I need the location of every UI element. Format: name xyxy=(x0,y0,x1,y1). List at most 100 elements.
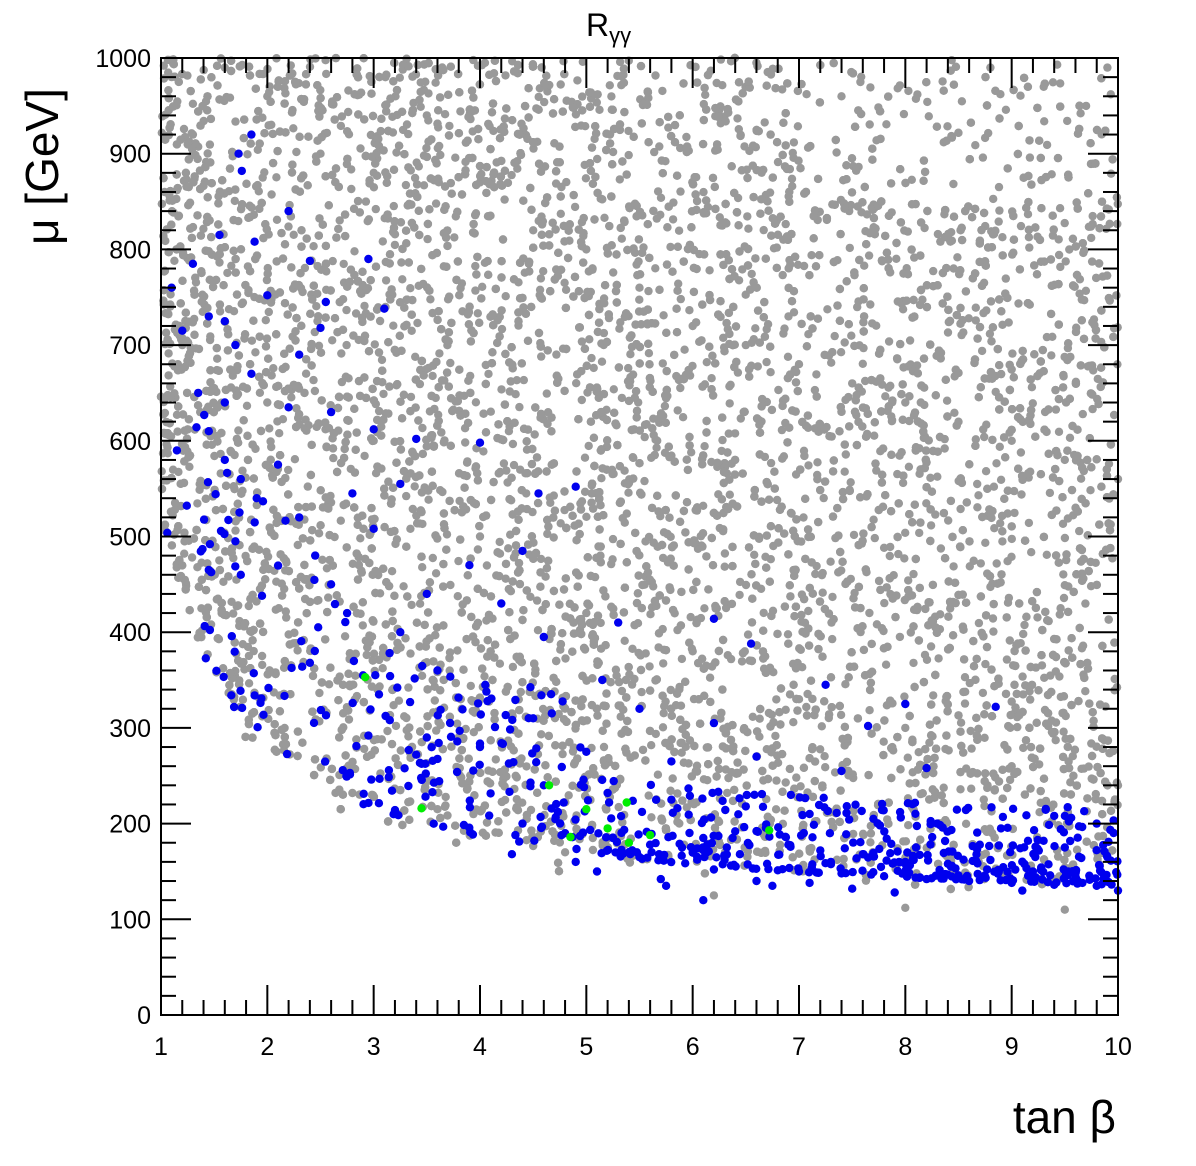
grey-point xyxy=(989,194,998,204)
grey-point xyxy=(1087,233,1096,243)
grey-point xyxy=(584,441,593,451)
grey-point xyxy=(885,551,894,561)
grey-point xyxy=(168,465,178,474)
grey-point xyxy=(406,524,415,533)
grey-point xyxy=(408,504,417,514)
grey-point xyxy=(763,320,773,329)
grey-point xyxy=(1024,233,1034,242)
grey-point xyxy=(971,435,980,444)
grey-point xyxy=(227,597,236,606)
grey-point xyxy=(278,415,288,424)
grey-point xyxy=(310,386,320,396)
grey-point xyxy=(1059,727,1068,736)
grey-point xyxy=(879,737,888,746)
grey-point xyxy=(281,607,290,616)
grey-point xyxy=(261,316,270,325)
grey-point xyxy=(173,427,182,436)
grey-point xyxy=(244,651,254,661)
grey-point xyxy=(428,371,437,381)
grey-point xyxy=(1027,383,1037,392)
grey-point xyxy=(549,491,558,500)
grey-point xyxy=(471,286,480,295)
grey-point xyxy=(450,233,459,242)
grey-point xyxy=(781,778,790,787)
grey-point xyxy=(797,610,806,620)
grey-point xyxy=(244,679,254,688)
grey-point xyxy=(836,348,846,357)
grey-point xyxy=(974,491,983,500)
grey-point xyxy=(946,604,955,613)
grey-point xyxy=(981,538,990,547)
grey-point xyxy=(1059,570,1068,579)
grey-point xyxy=(560,848,570,857)
grey-point xyxy=(620,636,629,645)
grey-point xyxy=(360,451,369,461)
grey-point xyxy=(556,80,565,89)
grey-point xyxy=(994,217,1003,226)
grey-point xyxy=(164,68,173,77)
grey-point xyxy=(267,190,276,199)
grey-point xyxy=(1059,593,1069,603)
grey-point xyxy=(1004,593,1014,603)
grey-point xyxy=(866,829,876,838)
grey-point xyxy=(561,654,570,663)
grey-point xyxy=(170,256,179,265)
grey-point xyxy=(926,521,936,530)
grey-point xyxy=(570,202,580,212)
grey-point xyxy=(840,338,849,347)
grey-point xyxy=(615,57,625,67)
grey-point xyxy=(337,349,346,358)
grey-point xyxy=(257,651,267,661)
grey-point xyxy=(839,854,848,864)
grey-point xyxy=(934,654,943,663)
grey-point xyxy=(339,259,348,269)
grey-point xyxy=(866,300,875,309)
grey-point xyxy=(280,77,290,86)
grey-point xyxy=(678,413,688,422)
grey-point xyxy=(659,311,668,320)
grey-point xyxy=(841,450,850,459)
grey-point xyxy=(981,467,991,476)
grey-point xyxy=(1013,722,1022,732)
grey-point xyxy=(344,715,354,724)
grey-point xyxy=(699,775,709,784)
grey-point xyxy=(914,748,923,757)
grey-point xyxy=(660,401,670,411)
grey-point xyxy=(810,385,820,395)
grey-point xyxy=(478,282,487,291)
grey-point xyxy=(265,424,274,433)
grey-point xyxy=(837,92,846,101)
grey-point xyxy=(624,150,633,160)
grey-point xyxy=(430,696,439,705)
grey-point xyxy=(1075,289,1084,298)
grey-point xyxy=(423,234,432,244)
grey-point xyxy=(926,473,935,482)
grey-point xyxy=(799,513,808,522)
grey-point xyxy=(701,90,710,100)
grey-point xyxy=(356,534,365,543)
grey-point xyxy=(821,763,830,772)
grey-point xyxy=(702,358,711,367)
grey-point xyxy=(668,774,677,783)
grey-point xyxy=(1016,91,1025,100)
grey-point xyxy=(743,212,752,221)
grey-point xyxy=(1042,332,1052,342)
grey-point xyxy=(730,429,740,438)
grey-point xyxy=(676,294,685,304)
grey-point xyxy=(358,621,367,630)
grey-point xyxy=(312,302,321,311)
grey-point xyxy=(980,432,989,442)
grey-point xyxy=(998,233,1007,242)
grey-point xyxy=(389,201,398,211)
grey-point xyxy=(1065,433,1075,442)
grey-point xyxy=(501,71,510,80)
grey-point xyxy=(909,658,918,668)
grey-point xyxy=(778,270,787,280)
grey-point xyxy=(1024,518,1034,528)
grey-point xyxy=(473,309,482,318)
grey-point xyxy=(792,773,801,782)
grey-point xyxy=(753,362,762,371)
grey-point xyxy=(793,260,803,269)
grey-point xyxy=(458,307,467,316)
grey-point xyxy=(445,121,454,131)
